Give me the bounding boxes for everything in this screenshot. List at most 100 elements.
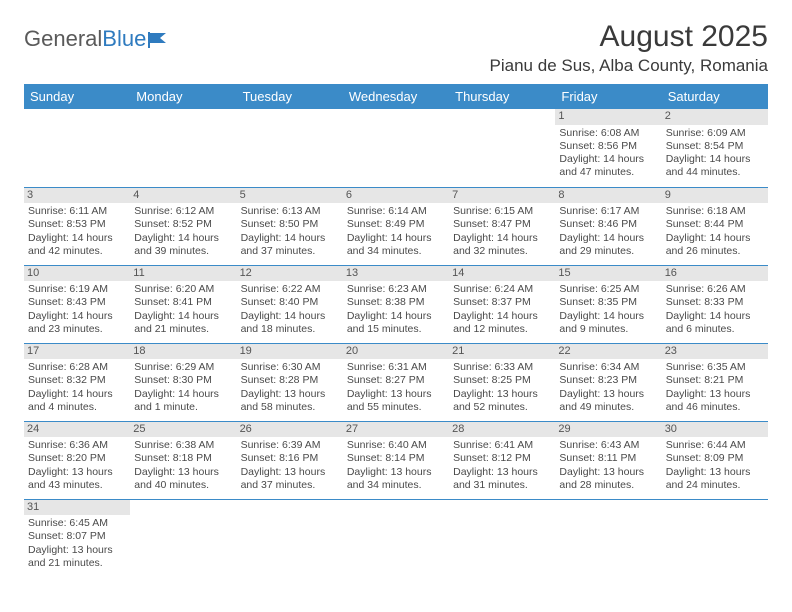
daylight-text: and 6 minutes.: [666, 323, 764, 336]
calendar-cell: 23Sunrise: 6:35 AMSunset: 8:21 PMDayligh…: [662, 343, 768, 421]
day-number: 13: [343, 266, 449, 282]
calendar-cell: 16Sunrise: 6:26 AMSunset: 8:33 PMDayligh…: [662, 265, 768, 343]
sunrise-text: Sunrise: 6:33 AM: [453, 361, 551, 374]
daylight-text: Daylight: 14 hours: [28, 310, 126, 323]
sunset-text: Sunset: 8:30 PM: [134, 374, 232, 387]
daylight-text: and 4 minutes.: [28, 401, 126, 414]
day-number: 18: [130, 344, 236, 360]
calendar-row: 31Sunrise: 6:45 AMSunset: 8:07 PMDayligh…: [24, 499, 768, 577]
sunset-text: Sunset: 8:37 PM: [453, 296, 551, 309]
calendar-cell: 10Sunrise: 6:19 AMSunset: 8:43 PMDayligh…: [24, 265, 130, 343]
daylight-text: and 23 minutes.: [28, 323, 126, 336]
daylight-text: and 18 minutes.: [241, 323, 339, 336]
daylight-text: and 49 minutes.: [559, 401, 657, 414]
calendar-cell: 12Sunrise: 6:22 AMSunset: 8:40 PMDayligh…: [237, 265, 343, 343]
calendar-cell-empty: [343, 109, 449, 187]
calendar-cell-empty: [343, 499, 449, 577]
day-number: 3: [24, 188, 130, 204]
calendar-cell: 21Sunrise: 6:33 AMSunset: 8:25 PMDayligh…: [449, 343, 555, 421]
sunset-text: Sunset: 8:32 PM: [28, 374, 126, 387]
daylight-text: and 34 minutes.: [347, 479, 445, 492]
calendar-cell: 11Sunrise: 6:20 AMSunset: 8:41 PMDayligh…: [130, 265, 236, 343]
day-number: 11: [130, 266, 236, 282]
calendar-cell-empty: [449, 499, 555, 577]
calendar-cell: 18Sunrise: 6:29 AMSunset: 8:30 PMDayligh…: [130, 343, 236, 421]
header: GeneralBlue August 2025 Pianu de Sus, Al…: [24, 20, 768, 76]
weekday-header: Monday: [130, 84, 236, 109]
sunrise-text: Sunrise: 6:34 AM: [559, 361, 657, 374]
calendar-cell-empty: [449, 109, 555, 187]
daylight-text: Daylight: 14 hours: [666, 232, 764, 245]
daylight-text: and 29 minutes.: [559, 245, 657, 258]
daylight-text: Daylight: 13 hours: [559, 388, 657, 401]
sunset-text: Sunset: 8:44 PM: [666, 218, 764, 231]
day-number: 19: [237, 344, 343, 360]
calendar-cell: 27Sunrise: 6:40 AMSunset: 8:14 PMDayligh…: [343, 421, 449, 499]
calendar-cell: 3Sunrise: 6:11 AMSunset: 8:53 PMDaylight…: [24, 187, 130, 265]
daylight-text: and 15 minutes.: [347, 323, 445, 336]
sunrise-text: Sunrise: 6:25 AM: [559, 283, 657, 296]
daylight-text: and 34 minutes.: [347, 245, 445, 258]
day-number: 4: [130, 188, 236, 204]
calendar-cell: 17Sunrise: 6:28 AMSunset: 8:32 PMDayligh…: [24, 343, 130, 421]
day-number: 24: [24, 422, 130, 438]
day-number: 10: [24, 266, 130, 282]
daylight-text: Daylight: 14 hours: [134, 310, 232, 323]
calendar-cell: 30Sunrise: 6:44 AMSunset: 8:09 PMDayligh…: [662, 421, 768, 499]
day-number: 16: [662, 266, 768, 282]
day-number: 20: [343, 344, 449, 360]
day-number: 22: [555, 344, 661, 360]
daylight-text: and 42 minutes.: [28, 245, 126, 258]
daylight-text: Daylight: 13 hours: [134, 466, 232, 479]
sunrise-text: Sunrise: 6:28 AM: [28, 361, 126, 374]
calendar-cell-empty: [24, 109, 130, 187]
sunrise-text: Sunrise: 6:09 AM: [666, 127, 764, 140]
sunset-text: Sunset: 8:53 PM: [28, 218, 126, 231]
calendar-cell: 28Sunrise: 6:41 AMSunset: 8:12 PMDayligh…: [449, 421, 555, 499]
sunrise-text: Sunrise: 6:19 AM: [28, 283, 126, 296]
daylight-text: and 39 minutes.: [134, 245, 232, 258]
sunrise-text: Sunrise: 6:12 AM: [134, 205, 232, 218]
day-number: 30: [662, 422, 768, 438]
weekday-header: Tuesday: [237, 84, 343, 109]
weekday-header-row: SundayMondayTuesdayWednesdayThursdayFrid…: [24, 84, 768, 109]
sunrise-text: Sunrise: 6:22 AM: [241, 283, 339, 296]
daylight-text: Daylight: 13 hours: [347, 388, 445, 401]
calendar-cell-empty: [237, 499, 343, 577]
daylight-text: and 47 minutes.: [559, 166, 657, 179]
day-number: 6: [343, 188, 449, 204]
daylight-text: Daylight: 14 hours: [666, 153, 764, 166]
calendar-row: 1Sunrise: 6:08 AMSunset: 8:56 PMDaylight…: [24, 109, 768, 187]
weekday-header: Thursday: [449, 84, 555, 109]
daylight-text: Daylight: 14 hours: [347, 232, 445, 245]
sunrise-text: Sunrise: 6:29 AM: [134, 361, 232, 374]
weekday-header: Saturday: [662, 84, 768, 109]
daylight-text: and 55 minutes.: [347, 401, 445, 414]
sunrise-text: Sunrise: 6:38 AM: [134, 439, 232, 452]
daylight-text: Daylight: 14 hours: [134, 232, 232, 245]
daylight-text: Daylight: 14 hours: [453, 232, 551, 245]
daylight-text: Daylight: 13 hours: [241, 466, 339, 479]
daylight-text: and 28 minutes.: [559, 479, 657, 492]
sunset-text: Sunset: 8:16 PM: [241, 452, 339, 465]
daylight-text: Daylight: 14 hours: [559, 310, 657, 323]
sunset-text: Sunset: 8:33 PM: [666, 296, 764, 309]
calendar-cell: 4Sunrise: 6:12 AMSunset: 8:52 PMDaylight…: [130, 187, 236, 265]
daylight-text: Daylight: 13 hours: [28, 466, 126, 479]
sunset-text: Sunset: 8:12 PM: [453, 452, 551, 465]
daylight-text: Daylight: 13 hours: [666, 466, 764, 479]
daylight-text: and 37 minutes.: [241, 245, 339, 258]
sunrise-text: Sunrise: 6:23 AM: [347, 283, 445, 296]
sunset-text: Sunset: 8:35 PM: [559, 296, 657, 309]
day-number: 25: [130, 422, 236, 438]
title-block: August 2025 Pianu de Sus, Alba County, R…: [490, 20, 768, 76]
sunrise-text: Sunrise: 6:36 AM: [28, 439, 126, 452]
calendar-cell: 26Sunrise: 6:39 AMSunset: 8:16 PMDayligh…: [237, 421, 343, 499]
day-number: 5: [237, 188, 343, 204]
sunset-text: Sunset: 8:41 PM: [134, 296, 232, 309]
sunrise-text: Sunrise: 6:13 AM: [241, 205, 339, 218]
day-number: 17: [24, 344, 130, 360]
daylight-text: Daylight: 13 hours: [241, 388, 339, 401]
calendar-cell-empty: [555, 499, 661, 577]
daylight-text: and 12 minutes.: [453, 323, 551, 336]
